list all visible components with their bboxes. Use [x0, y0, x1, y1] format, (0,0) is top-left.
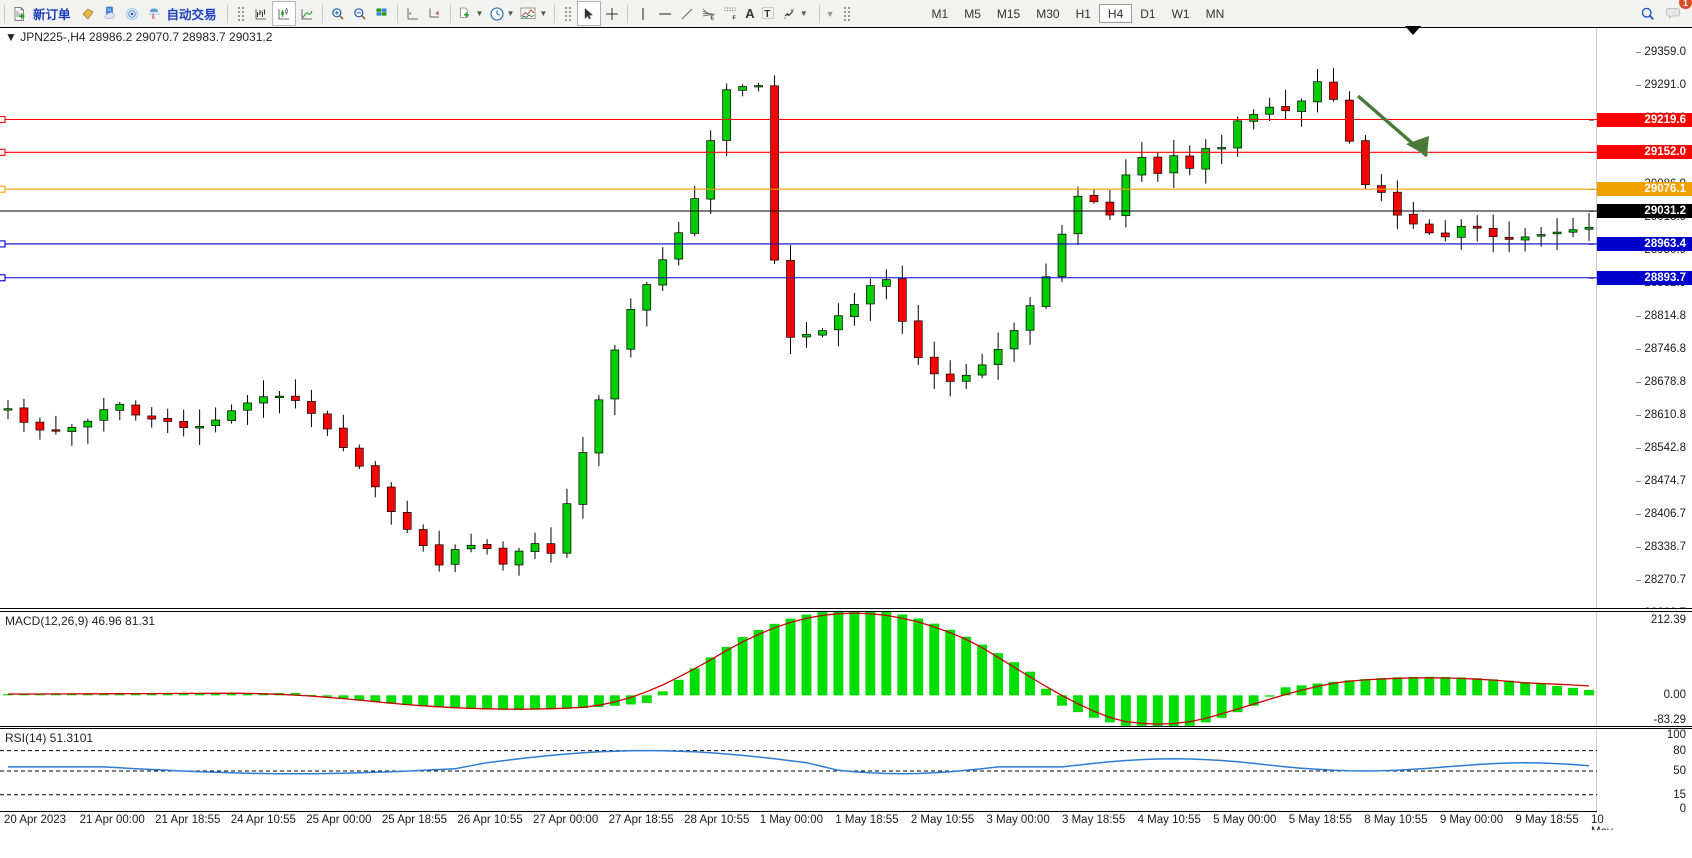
svg-text:F: F	[733, 15, 737, 21]
svg-text:E: E	[711, 15, 715, 21]
svg-text:T: T	[764, 8, 770, 19]
